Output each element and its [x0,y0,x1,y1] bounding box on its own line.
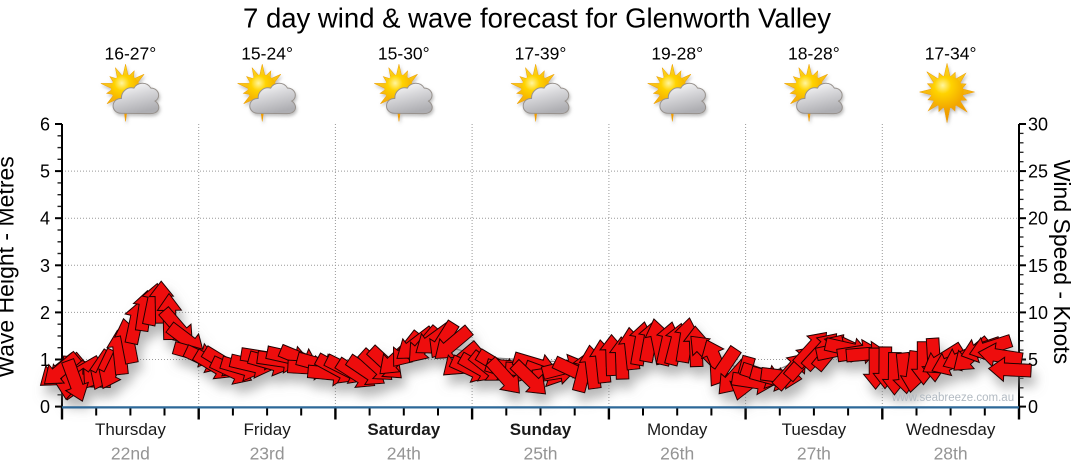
svg-text:27th: 27th [797,444,831,464]
svg-text:18-28°: 18-28° [788,44,840,64]
svg-text:5: 5 [40,162,50,182]
svg-text:Saturday: Saturday [367,420,440,439]
svg-text:19-28°: 19-28° [651,44,703,64]
svg-text:7 day wind & wave forecast for: 7 day wind & wave forecast for Glenworth… [243,3,831,34]
svg-text:17-39°: 17-39° [515,44,567,64]
svg-text:22nd: 22nd [111,444,150,464]
svg-text:16-27°: 16-27° [105,44,157,64]
svg-text:Wind Speed - Knots: Wind Speed - Knots [1049,160,1075,365]
svg-text:Sunday: Sunday [510,420,572,439]
svg-text:0: 0 [40,397,50,417]
svg-text:23rd: 23rd [250,444,285,464]
svg-text:26th: 26th [660,444,694,464]
svg-text:20: 20 [1028,209,1048,229]
svg-text:25: 25 [1028,162,1048,182]
svg-text:25th: 25th [523,444,557,464]
svg-text:30: 30 [1028,115,1048,135]
svg-text:www.seabreeze.com.au: www.seabreeze.com.au [891,392,1014,404]
svg-text:Wednesday: Wednesday [906,420,996,439]
svg-text:4: 4 [40,209,50,229]
svg-text:24th: 24th [387,444,421,464]
svg-text:28th: 28th [934,444,968,464]
svg-text:2: 2 [40,303,50,323]
svg-text:Thursday: Thursday [95,420,166,439]
svg-text:5: 5 [1028,350,1038,370]
svg-text:Friday: Friday [243,420,291,439]
svg-text:Monday: Monday [647,420,708,439]
svg-text:10: 10 [1028,303,1048,323]
svg-text:Wave Height - Metres: Wave Height - Metres [0,156,19,378]
svg-text:3: 3 [40,256,50,276]
svg-text:6: 6 [40,115,50,135]
svg-text:0: 0 [1028,397,1038,417]
svg-text:Tuesday: Tuesday [782,420,847,439]
svg-text:17-34°: 17-34° [925,44,977,64]
svg-text:15-30°: 15-30° [378,44,430,64]
svg-text:15: 15 [1028,256,1048,276]
svg-text:15-24°: 15-24° [241,44,293,64]
svg-text:1: 1 [40,350,50,370]
